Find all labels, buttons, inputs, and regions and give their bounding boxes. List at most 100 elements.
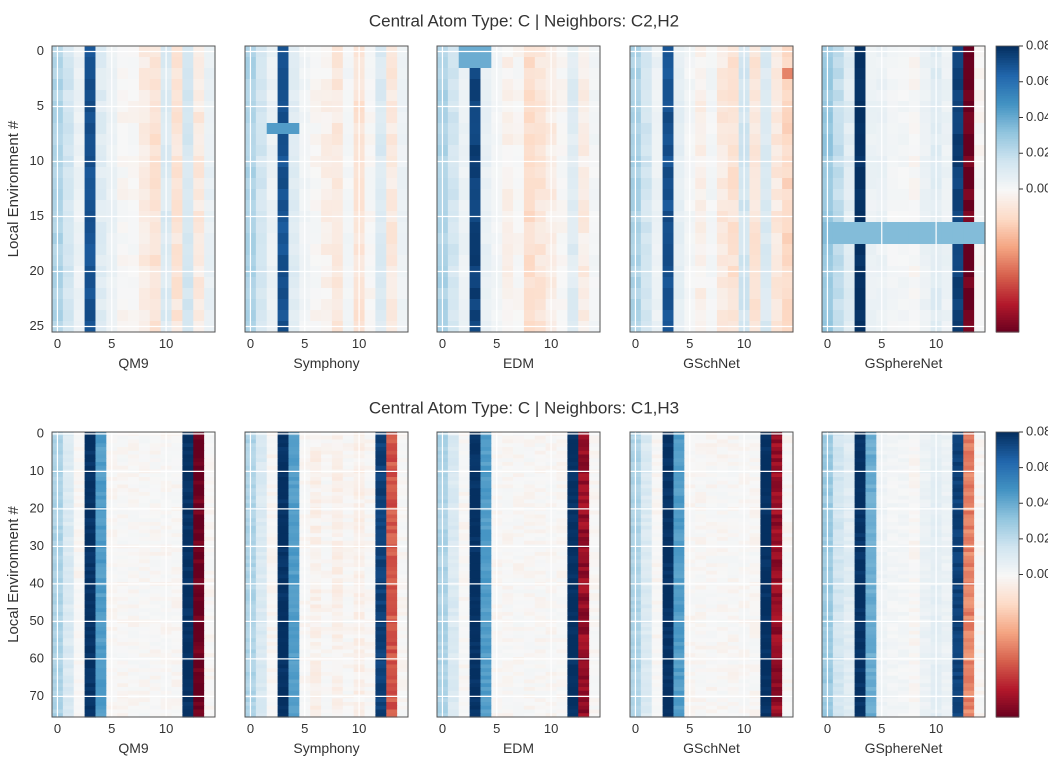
heatmap-cell: [908, 244, 921, 256]
heatmap-cell: [277, 578, 290, 583]
heatmap-cell: [310, 679, 322, 684]
heatmap-cell: [651, 90, 664, 102]
heatmap-cell: [480, 123, 492, 135]
heatmap-cell: [458, 299, 471, 311]
heatmap-cell: [331, 492, 344, 497]
heatmap-cell: [95, 79, 107, 91]
heatmap-cell: [567, 503, 579, 508]
heatmap-cell: [578, 529, 590, 534]
heatmap-cell: [193, 68, 205, 80]
y-axis-label: Local Environment #: [5, 505, 22, 642]
heatmap-cell: [255, 529, 268, 534]
heatmap-cell: [760, 288, 772, 300]
heatmap-cell: [277, 79, 290, 91]
heatmap-cell: [375, 458, 387, 463]
heatmap-cell: [556, 503, 568, 508]
heatmap-cell: [117, 533, 129, 538]
heatmap-cell: [513, 480, 525, 486]
heatmap-cell: [364, 642, 376, 647]
heatmap-cell: [331, 484, 344, 489]
heatmap-cell: [182, 687, 194, 692]
heatmap-cell: [171, 167, 183, 179]
heatmap-cell: [171, 484, 183, 489]
heatmap-cell: [73, 555, 86, 561]
heatmap-cell: [695, 277, 707, 289]
heatmap-cell: [589, 447, 601, 452]
heatmap-cell: [386, 600, 398, 606]
heatmap-cell: [321, 79, 333, 91]
colorbar-segment: [996, 160, 1019, 164]
colorbar-segment: [996, 127, 1019, 131]
heatmap-cell: [941, 255, 953, 267]
heatmap-cell: [974, 123, 986, 135]
heatmap-cell: [171, 623, 183, 628]
heatmap-cell: [386, 705, 398, 711]
panel-frame: [244, 45, 409, 333]
heatmap-cell: [447, 514, 460, 519]
heatmap-cell: [266, 255, 279, 267]
heatmap-cell: [149, 447, 162, 452]
heatmap-cell: [567, 255, 579, 267]
heatmap-cell: [397, 623, 409, 628]
heatmap-cell: [84, 552, 97, 557]
heatmap-cell: [782, 134, 794, 146]
heatmap-cell: [288, 642, 300, 647]
heatmap-cell: [974, 255, 986, 267]
heatmap-cell: [963, 277, 975, 289]
heatmap-cell: [364, 679, 376, 684]
heatmap-cell: [480, 458, 492, 463]
colorbar-segment: [996, 324, 1019, 328]
heatmap-cell: [331, 450, 344, 456]
heatmap-cell: [502, 462, 514, 467]
heatmap-cell: [375, 608, 387, 613]
heatmap-cell: [277, 495, 290, 501]
heatmap-cell: [523, 492, 536, 497]
heatmap-cell: [480, 548, 492, 553]
heatmap-cell: [95, 514, 107, 519]
heatmap-cell: [128, 672, 140, 677]
heatmap-cell: [288, 713, 300, 718]
heatmap-cell: [749, 112, 761, 124]
heatmap-cell: [963, 200, 975, 212]
heatmap-cell: [171, 570, 183, 576]
heatmap-cell: [480, 277, 492, 289]
heatmap-cell: [513, 178, 525, 190]
heatmap-cell: [534, 244, 547, 256]
heatmap-cell: [662, 244, 675, 256]
x-tick-label: 10: [159, 336, 173, 351]
heatmap-cell: [458, 533, 471, 538]
heatmap-cell: [73, 604, 86, 609]
heatmap-cell: [84, 525, 97, 531]
heatmap-cell: [480, 533, 492, 538]
heatmap-cell: [578, 68, 590, 80]
heatmap-cell: [364, 627, 376, 632]
heatmap-cell: [706, 310, 718, 322]
heatmap-cell: [331, 537, 344, 542]
heatmap-cell: [193, 233, 205, 245]
heatmap-cell: [513, 123, 525, 135]
heatmap-cell: [662, 222, 675, 234]
heatmap-cell: [204, 492, 216, 497]
heatmap-cell: [375, 79, 387, 91]
heatmap-cell: [375, 690, 387, 696]
heatmap-cell: [760, 123, 772, 135]
heatmap-cell: [447, 548, 460, 553]
heatmap-cell: [397, 713, 409, 718]
heatmap-cell: [255, 630, 268, 636]
heatmap-cell: [84, 57, 97, 69]
heatmap-cell: [469, 178, 482, 190]
heatmap-cell: [469, 462, 482, 467]
heatmap-cell: [128, 68, 140, 80]
heatmap-cell: [447, 439, 460, 444]
heatmap-cell: [386, 484, 398, 489]
colorbar-segment: [996, 134, 1019, 138]
heatmap-cell: [963, 189, 975, 201]
heatmap-cell: [908, 123, 921, 135]
heatmap-cell: [266, 537, 279, 542]
heatmap-cell: [502, 443, 514, 448]
heatmap-cell: [149, 435, 162, 441]
heatmap-cell: [941, 189, 953, 201]
heatmap-cell: [62, 548, 75, 553]
heatmap-cell: [589, 492, 601, 497]
heatmap-cell: [321, 604, 333, 609]
